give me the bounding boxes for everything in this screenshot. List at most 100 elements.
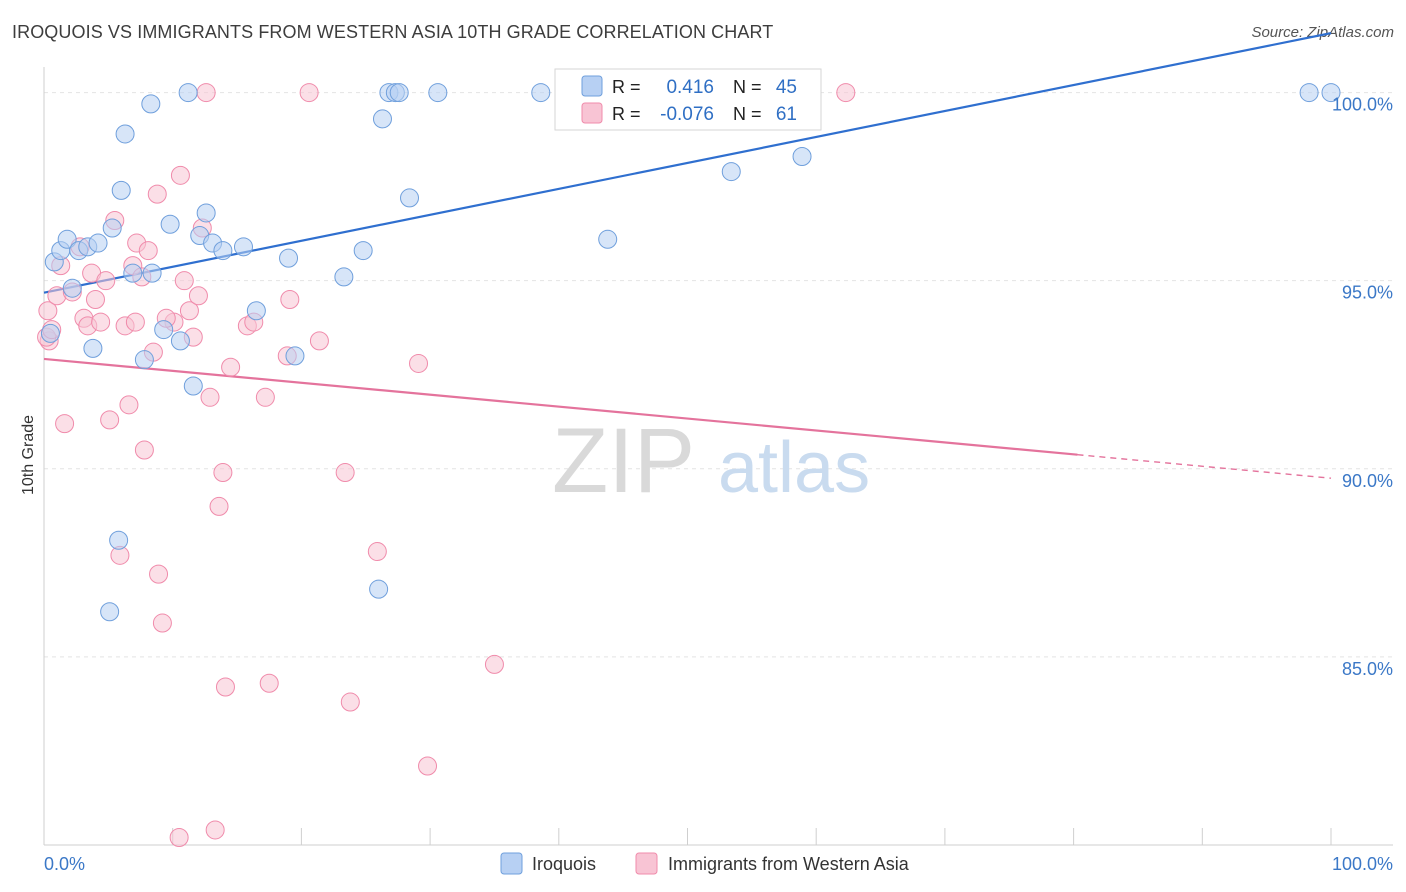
iroquois-point bbox=[100, 602, 120, 622]
immigrants-point bbox=[174, 271, 194, 291]
x-tick-labels: 0.0% 100.0% bbox=[44, 854, 1393, 874]
iroquois-point bbox=[115, 124, 135, 144]
immigrants-point bbox=[138, 241, 158, 261]
stats-r-value: -0.076 bbox=[660, 104, 714, 125]
x-tick-label: 0.0% bbox=[44, 854, 85, 874]
iroquois-point bbox=[170, 331, 190, 351]
immigrants-point bbox=[205, 820, 225, 840]
iroquois-point bbox=[389, 83, 409, 103]
grid-lines bbox=[44, 92, 1393, 658]
iroquois-trend-line bbox=[43, 32, 1332, 294]
iroquois-point bbox=[141, 94, 161, 114]
trend-lines bbox=[43, 32, 1332, 479]
watermark: ZIP atlas bbox=[552, 410, 870, 512]
legend-swatch-iroquois bbox=[500, 852, 523, 875]
legend-swatch-immigrants bbox=[635, 852, 658, 875]
iroquois-point bbox=[134, 350, 154, 370]
iroquois-point bbox=[372, 109, 392, 129]
immigrants-point bbox=[147, 184, 167, 204]
iroquois-point bbox=[233, 237, 253, 257]
watermark-zip: ZIP bbox=[552, 410, 695, 512]
iroquois-point bbox=[111, 180, 131, 200]
stats-n-value: 45 bbox=[776, 77, 797, 98]
immigrants-point bbox=[409, 353, 429, 373]
iroquois-point bbox=[196, 203, 216, 223]
immigrants-point bbox=[196, 83, 216, 103]
immigrants-point bbox=[134, 440, 154, 460]
immigrants-point bbox=[100, 410, 120, 430]
iroquois-point bbox=[83, 338, 103, 358]
immigrants-point bbox=[213, 463, 233, 483]
chart-source: Source: ZipAtlas.com bbox=[1251, 24, 1394, 41]
stats-swatch-immigrants bbox=[581, 102, 603, 124]
immigrants-point bbox=[169, 827, 189, 847]
x-tick-label: 100.0% bbox=[1332, 854, 1393, 874]
iroquois-point bbox=[792, 147, 812, 167]
immigrants-point bbox=[484, 654, 504, 674]
immigrants-point bbox=[125, 312, 145, 332]
axes bbox=[43, 67, 1393, 846]
iroquois-point bbox=[178, 83, 198, 103]
y-tick-label: 85.0% bbox=[1342, 659, 1393, 679]
immigrants-point bbox=[85, 289, 105, 309]
watermark-atlas: atlas bbox=[718, 428, 870, 508]
immigrants-point bbox=[170, 165, 190, 185]
series-iroquois-points bbox=[40, 83, 1341, 622]
stats-swatch-iroquois bbox=[581, 75, 603, 97]
immigrants-point bbox=[299, 83, 319, 103]
y-tick-label: 95.0% bbox=[1342, 283, 1393, 303]
legend-label-iroquois: Iroquois bbox=[532, 854, 596, 874]
stats-legend: R = 0.416 N = 45 R = -0.076 N = 61 bbox=[554, 68, 822, 131]
iroquois-point bbox=[598, 229, 618, 249]
iroquois-point bbox=[531, 83, 551, 103]
stats-r-value: 0.416 bbox=[666, 77, 714, 98]
immigrants-point bbox=[836, 83, 856, 103]
y-tick-label: 90.0% bbox=[1342, 471, 1393, 491]
stats-n-value: 61 bbox=[776, 104, 797, 125]
immigrants-point bbox=[221, 357, 241, 377]
immigrants-point bbox=[96, 271, 116, 291]
iroquois-point bbox=[123, 263, 143, 283]
legend-label-immigrants: Immigrants from Western Asia bbox=[668, 854, 910, 874]
y-axis-label: 10th Grade bbox=[20, 415, 37, 495]
y-tick-labels: 85.0% 90.0% 95.0% 100.0% bbox=[1332, 95, 1393, 679]
stats-n-label: N = bbox=[733, 77, 762, 97]
stats-n-label: N = bbox=[733, 104, 762, 124]
immigrants-point bbox=[200, 387, 220, 407]
series-legend: Iroquois Immigrants from Western Asia bbox=[500, 852, 910, 875]
immigrants-point bbox=[152, 613, 172, 633]
data-points bbox=[37, 83, 1341, 847]
immigrants-trend-line-extension bbox=[1077, 454, 1332, 479]
immigrants-point bbox=[55, 414, 75, 434]
immigrants-trend-line bbox=[43, 357, 1078, 456]
iroquois-point bbox=[279, 248, 299, 268]
iroquois-point bbox=[57, 229, 77, 249]
iroquois-point bbox=[1299, 83, 1319, 103]
immigrants-point bbox=[91, 312, 111, 332]
immigrants-point bbox=[209, 496, 229, 516]
iroquois-point bbox=[88, 233, 108, 253]
chart-title: IROQUOIS VS IMMIGRANTS FROM WESTERN ASIA… bbox=[12, 22, 774, 42]
immigrants-point bbox=[280, 289, 300, 309]
stats-r-label: R = bbox=[612, 77, 641, 97]
stats-r-label: R = bbox=[612, 104, 641, 124]
immigrants-point bbox=[259, 673, 279, 693]
iroquois-point bbox=[62, 278, 82, 298]
immigrants-point bbox=[179, 301, 199, 321]
iroquois-point bbox=[40, 323, 60, 343]
iroquois-point bbox=[160, 214, 180, 234]
iroquois-point bbox=[428, 83, 448, 103]
immigrants-point bbox=[309, 331, 329, 351]
immigrants-point bbox=[149, 564, 169, 584]
immigrants-point bbox=[335, 463, 355, 483]
immigrants-point bbox=[38, 301, 58, 321]
immigrants-point bbox=[255, 387, 275, 407]
immigrants-point bbox=[418, 756, 438, 776]
iroquois-point bbox=[142, 263, 162, 283]
iroquois-point bbox=[721, 162, 741, 182]
iroquois-point bbox=[102, 218, 122, 238]
immigrants-point bbox=[340, 692, 360, 712]
immigrants-point bbox=[367, 542, 387, 562]
iroquois-point bbox=[246, 301, 266, 321]
